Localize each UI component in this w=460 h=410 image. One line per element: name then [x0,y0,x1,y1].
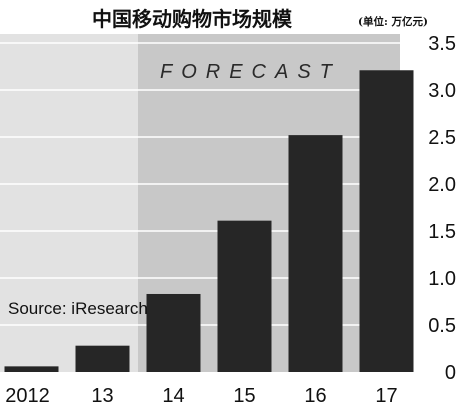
bar-17 [359,70,414,372]
bar-2012 [4,366,59,372]
y-tick-label: 0 [445,362,456,384]
y-tick-label: 2.0 [428,174,456,196]
x-tick-label: 15 [233,385,255,407]
y-axis-ticks: 0 0.5 1.0 1.5 2.0 2.5 3.0 3.5 [428,33,456,384]
bar-16 [288,135,343,372]
y-tick-label: 1.0 [428,268,456,290]
source-note: Source: iResearch [8,299,148,318]
bars [4,70,414,372]
bar-13 [75,345,130,372]
x-tick-label: 16 [304,385,326,407]
y-tick-label: 3.0 [428,80,456,102]
chart-unit: (单位: 万亿元) [358,15,428,28]
x-tick-label: 2012 [5,385,50,407]
chart-title: 中国移动购物市场规模 [92,7,293,31]
x-tick-label: 13 [91,385,113,407]
y-tick-label: 3.5 [428,33,456,55]
forecast-label: FORECAST [160,61,341,83]
x-axis-labels: 2012 13 14 15 16 17 [5,385,397,407]
y-tick-label: 1.5 [428,221,456,243]
x-tick-label: 14 [162,385,184,407]
y-tick-label: 0.5 [428,315,456,337]
bar-15 [217,220,272,372]
x-tick-label: 17 [375,385,397,407]
y-tick-label: 2.5 [428,127,456,149]
bar-14 [146,293,201,372]
